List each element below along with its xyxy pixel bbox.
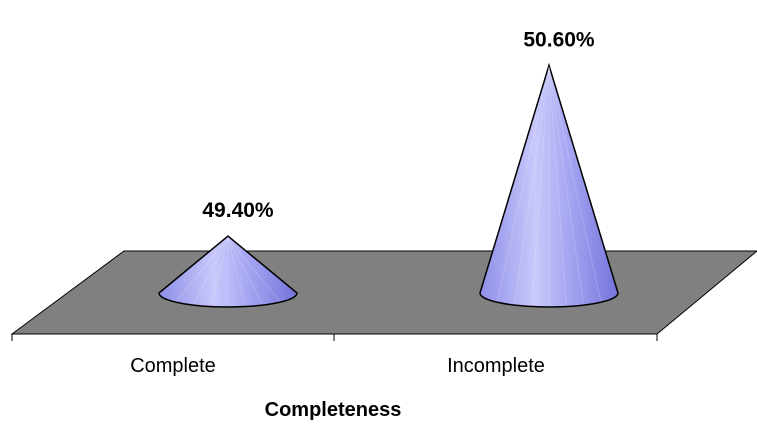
chart-floor	[10, 250, 757, 335]
cone-shading-line	[496, 67, 550, 302]
cone-body	[479, 62, 619, 308]
cone-shading-line	[514, 67, 550, 305]
x-tick-label-incomplete: Incomplete	[447, 355, 545, 377]
cone-shading-line	[193, 237, 229, 305]
cone-incomplete	[479, 62, 619, 308]
cone-shading-line	[548, 67, 567, 306]
cone-shading-line	[210, 237, 229, 306]
cone-body	[158, 235, 298, 308]
x-tick-label-complete: Complete	[130, 355, 216, 377]
cone-shading-line	[227, 237, 281, 302]
cone-shading-line	[227, 237, 246, 306]
cone-complete	[158, 235, 298, 308]
cone-shading-line	[227, 237, 263, 305]
cone-shading-line	[175, 237, 229, 302]
data-label-complete: 49.40%	[202, 199, 274, 222]
cone-shading-line	[548, 67, 584, 305]
data-label-incomplete: 50.60%	[523, 28, 595, 51]
cone-shading-line	[548, 67, 602, 302]
cone-shading-line	[531, 67, 550, 306]
x-axis-title: Completeness	[265, 399, 402, 421]
